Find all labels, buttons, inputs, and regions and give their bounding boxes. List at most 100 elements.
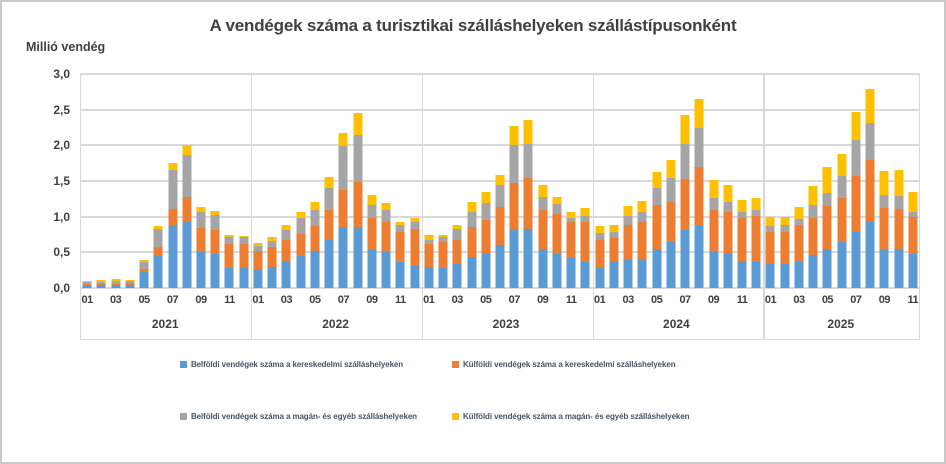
- bar-2024-05: [652, 171, 662, 288]
- bar-segment: [452, 228, 462, 241]
- bar-segment: [196, 228, 206, 252]
- bar-segment: [495, 244, 505, 288]
- bar-2023-10: [552, 196, 562, 288]
- bar-2025-07: [851, 111, 861, 288]
- y-tick-label: 1,5: [53, 174, 70, 188]
- bar-segment: [879, 250, 889, 288]
- bar-segment: [224, 237, 234, 244]
- bar-segment: [410, 221, 420, 229]
- month-tick-label: 11: [736, 294, 748, 306]
- bar-segment: [310, 250, 320, 288]
- bar-2024-02: [609, 224, 619, 288]
- bar-segment: [324, 209, 334, 241]
- bar-segment: [338, 190, 348, 228]
- y-tick-label: 2,5: [53, 102, 70, 117]
- month-tick-label: 03: [793, 294, 805, 306]
- bar-2023-04: [467, 201, 477, 288]
- bar-2023-11: [566, 212, 576, 288]
- bar-segment: [111, 285, 121, 288]
- month-tick-label: 11: [565, 294, 577, 306]
- bar-segment: [452, 264, 462, 288]
- bar-segment: [338, 227, 348, 288]
- bar-group-2022: [251, 74, 422, 288]
- bar-2022-08: [353, 113, 363, 288]
- bar-segment: [267, 240, 277, 247]
- bar-segment: [168, 163, 178, 170]
- bar-2021-05: [139, 260, 149, 288]
- bar-2022-12: [410, 218, 420, 288]
- month-tick-label: 11: [907, 294, 919, 306]
- bar-segment: [210, 215, 220, 231]
- year-separator: [250, 74, 253, 340]
- bar-segment: [424, 239, 434, 244]
- gridline: [80, 108, 920, 111]
- bar-2025-09: [879, 171, 889, 288]
- month-tick-label: 07: [337, 294, 350, 306]
- month-tick-label: 03: [451, 294, 464, 306]
- bar-segment: [125, 280, 135, 281]
- bar-segment: [609, 262, 619, 288]
- bar-segment: [139, 269, 149, 273]
- bar-group-2025: [763, 74, 920, 288]
- bar-segment: [310, 225, 320, 251]
- year-separator: [421, 74, 424, 340]
- bar-segment: [523, 178, 533, 229]
- bar-2021-03: [111, 279, 121, 288]
- legend-label: Belföldi vendégek száma a magán- és egyé…: [191, 412, 417, 421]
- bar-segment: [210, 230, 220, 254]
- legend-item-foreign-private: Külföldi vendégek száma a magán- és egyé…: [452, 412, 690, 421]
- year-axis-labels: 2021 2022 2023 2024 2025: [80, 317, 920, 331]
- month-label-group-2023: 01 03 05 07 09 11: [422, 294, 593, 308]
- bar-segment: [296, 255, 306, 288]
- gridline: [80, 287, 920, 289]
- y-tick-label: 0,5: [53, 245, 70, 260]
- bar-segment: [82, 280, 92, 282]
- month-tick-label: 07: [508, 294, 521, 306]
- bar-segment: [381, 210, 391, 222]
- bar-segment: [153, 225, 163, 229]
- bar-2023-01: [424, 235, 434, 288]
- month-tick-label: 03: [280, 294, 293, 306]
- bar-segment: [595, 239, 605, 269]
- bar-segment: [580, 208, 590, 216]
- bar-segment: [637, 212, 647, 223]
- bar-segment: [353, 182, 363, 227]
- bar-segment: [709, 251, 719, 288]
- month-tick-label: 09: [878, 294, 891, 306]
- bar-segment: [82, 285, 92, 288]
- bar-segment: [666, 201, 676, 243]
- bar-2022-02: [267, 236, 277, 288]
- bar-segment: [281, 230, 291, 240]
- bar-2025-03: [794, 207, 804, 288]
- bar-segment: [694, 166, 704, 225]
- bar-segment: [780, 232, 790, 264]
- bar-segment: [780, 225, 790, 233]
- bar-segment: [751, 198, 761, 210]
- bar-segment: [595, 233, 605, 240]
- bar-2022-09: [367, 195, 377, 288]
- bar-2022-05: [310, 202, 320, 288]
- bar-segment: [765, 216, 775, 226]
- month-label-group-2021: 01 03 05 07 09 11: [80, 294, 251, 308]
- bar-segment: [723, 212, 733, 254]
- bar-segment: [609, 238, 619, 263]
- bar-segment: [139, 261, 149, 270]
- bar-segment: [623, 205, 633, 216]
- bar-segment: [580, 215, 590, 223]
- month-tick-label: 05: [650, 294, 663, 306]
- bar-segment: [837, 241, 847, 288]
- bar-segment: [324, 188, 334, 210]
- y-tick-label: 1,0: [53, 209, 70, 224]
- bar-segment: [822, 167, 832, 194]
- bar-segment: [210, 211, 220, 216]
- bar-segment: [523, 120, 533, 144]
- bar-segment: [410, 265, 420, 288]
- bar-segment: [865, 222, 875, 288]
- bar-segment: [623, 225, 633, 261]
- bar-segment: [296, 211, 306, 219]
- bar-segment: [808, 186, 818, 205]
- bar-segment: [253, 243, 263, 246]
- bar-segment: [438, 237, 448, 243]
- bar-segment: [239, 243, 249, 269]
- bar-segment: [338, 132, 348, 147]
